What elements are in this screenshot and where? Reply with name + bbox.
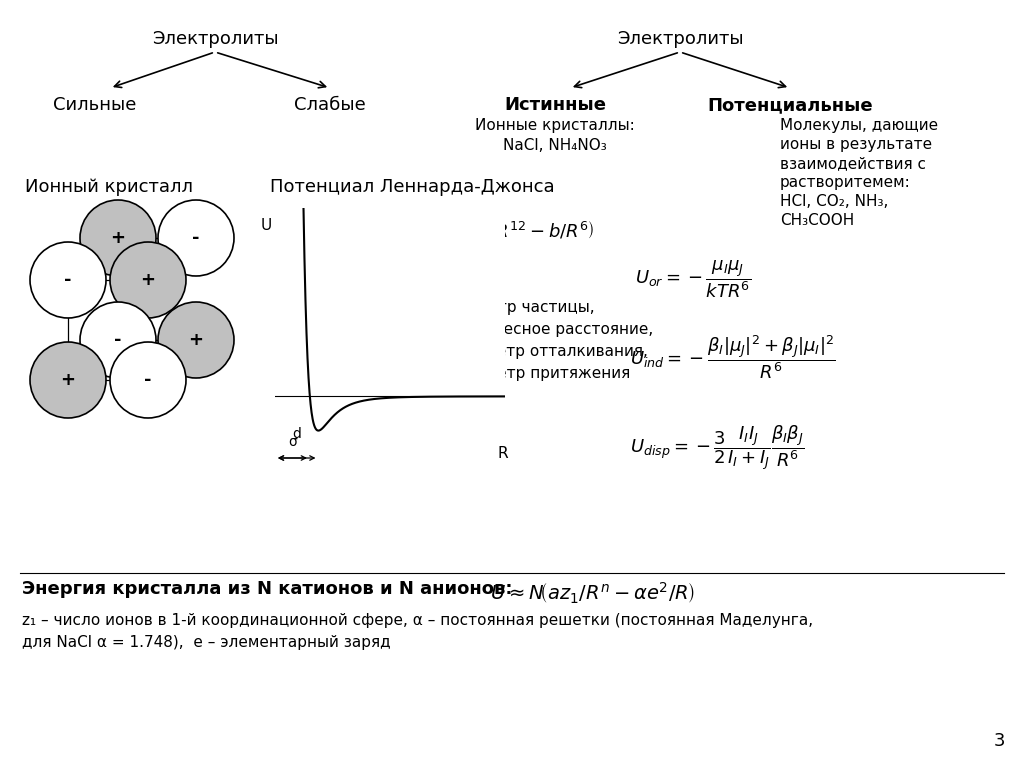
Text: Истинные: Истинные <box>504 96 606 114</box>
Text: -: - <box>65 271 72 289</box>
Text: σ – диаметр частицы,: σ – диаметр частицы, <box>420 300 595 315</box>
Circle shape <box>30 242 106 318</box>
Text: +: + <box>111 229 126 247</box>
Text: Электролиты: Электролиты <box>152 30 279 48</box>
Text: $U_{or} = -\dfrac{\mu_I \mu_J}{kTR^6}$: $U_{or} = -\dfrac{\mu_I \mu_J}{kTR^6}$ <box>635 258 752 300</box>
Text: +: + <box>140 271 156 289</box>
Text: R: R <box>498 446 509 461</box>
Text: HCl, CO₂, NH₃,: HCl, CO₂, NH₃, <box>780 194 889 209</box>
Text: 3: 3 <box>993 732 1005 750</box>
Text: для NaCl α = 1.748),  e – элементарный заряд: для NaCl α = 1.748), e – элементарный за… <box>22 635 390 650</box>
Circle shape <box>80 200 156 276</box>
Circle shape <box>110 242 186 318</box>
Text: CH₃COOH: CH₃COOH <box>780 213 854 228</box>
Text: $U \approx w\!\left(a/R^{12} - b/R^6\right)$: $U \approx w\!\left(a/R^{12} - b/R^6\rig… <box>425 220 595 241</box>
Text: -: - <box>193 229 200 247</box>
Text: ионы в результате: ионы в результате <box>780 137 932 152</box>
Text: Сильные: Сильные <box>53 96 136 114</box>
Circle shape <box>158 302 234 378</box>
Text: Электролиты: Электролиты <box>616 30 743 48</box>
Text: взаимодействия с: взаимодействия с <box>780 156 926 171</box>
Text: $U \approx N\!\left(az_1/R^n - \alpha e^2/R\right)$: $U \approx N\!\left(az_1/R^n - \alpha e^… <box>490 580 695 605</box>
Text: Потенциальные: Потенциальные <box>708 96 872 114</box>
Text: Слабые: Слабые <box>294 96 366 114</box>
Circle shape <box>30 342 106 418</box>
Text: Ионные кристаллы:: Ионные кристаллы: <box>475 118 635 133</box>
Text: σ: σ <box>288 435 297 449</box>
Text: Потенциал Леннарда-Джонса: Потенциал Леннарда-Джонса <box>270 178 555 196</box>
Text: -: - <box>115 331 122 349</box>
Circle shape <box>110 342 186 418</box>
Text: U: U <box>260 218 271 233</box>
Text: Ионный кристалл: Ионный кристалл <box>25 178 193 196</box>
Circle shape <box>158 200 234 276</box>
Text: Молекулы, дающие: Молекулы, дающие <box>780 118 938 133</box>
Text: Энергия кристалла из N катионов и N анионов:: Энергия кристалла из N катионов и N анио… <box>22 580 512 598</box>
Text: b – параметр притяжения: b – параметр притяжения <box>420 366 630 381</box>
Text: $U_{disp} = -\dfrac{3}{2}\dfrac{I_I I_J}{I_I+I_J}\dfrac{\beta_I \beta_J}{R^6}$: $U_{disp} = -\dfrac{3}{2}\dfrac{I_I I_J}… <box>630 423 805 472</box>
Text: a – параметр отталкивания,: a – параметр отталкивания, <box>420 344 648 359</box>
Text: +: + <box>188 331 204 349</box>
Text: -: - <box>144 371 152 389</box>
Text: d – равновесное расстояние,: d – равновесное расстояние, <box>420 322 653 337</box>
Circle shape <box>80 302 156 378</box>
Text: d: d <box>292 427 301 441</box>
Text: z₁ – число ионов в 1-й координационной сфере, α – постоянная решетки (постоянная: z₁ – число ионов в 1-й координационной с… <box>22 613 813 628</box>
Text: +: + <box>60 371 76 389</box>
Text: NaCl, NH₄NO₃: NaCl, NH₄NO₃ <box>503 138 607 153</box>
Text: $U_{ind} = -\dfrac{\beta_I|\mu_J|^2 + \beta_J|\mu_I|^2}{R^6}$: $U_{ind} = -\dfrac{\beta_I|\mu_J|^2 + \b… <box>630 333 836 381</box>
Text: растворитемем:: растворитемем: <box>780 175 910 190</box>
